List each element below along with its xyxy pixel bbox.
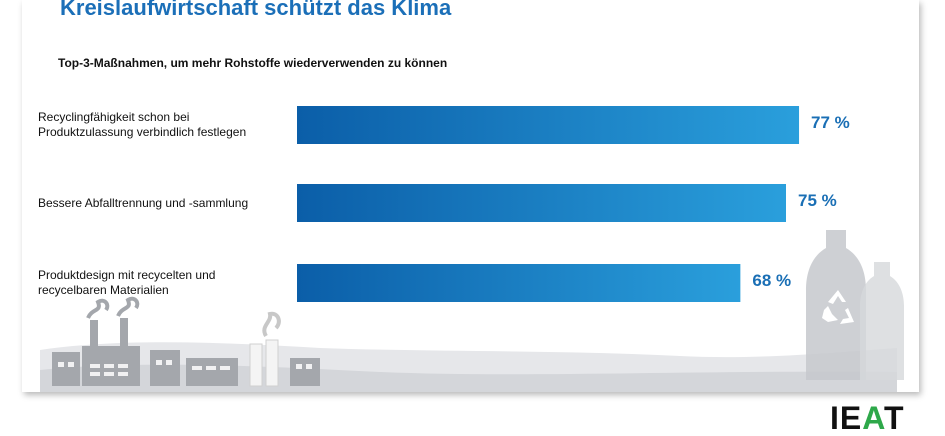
category-label-line: Bessere Abfalltrennung und -sammlung bbox=[38, 195, 249, 210]
category-label-line: recycelbaren Materialien bbox=[38, 283, 169, 297]
value-label-2: 75 % bbox=[798, 191, 837, 210]
brand-text-end: T bbox=[883, 400, 905, 436]
category-label-line: Produktdesign mit recycelten und bbox=[38, 268, 216, 282]
brand-text-accent: A bbox=[862, 400, 884, 436]
value-label-3: 68 % bbox=[752, 271, 792, 290]
bar-chart bbox=[40, 106, 904, 392]
category-label-line: Recyclingfähigkeit schon bei bbox=[38, 110, 190, 124]
bar-3 bbox=[297, 264, 741, 302]
factory-icon bbox=[52, 296, 320, 386]
cooling-tower-icon bbox=[249, 311, 281, 387]
recycling-icon bbox=[822, 290, 854, 324]
bar-2 bbox=[297, 184, 786, 222]
category-label-1: Recyclingfähigkeit schon bei Produktzulas… bbox=[38, 105, 293, 145]
bars-layer bbox=[297, 106, 800, 302]
category-label-3: Produktdesign mit recycelten und recycelb… bbox=[38, 263, 293, 303]
bar-1 bbox=[297, 106, 800, 144]
bottle-icon bbox=[806, 230, 904, 380]
brand-logo: IEAT bbox=[830, 401, 905, 435]
chart-subtitle: Top-3-Maßnahmen, um mehr Rohstoffe wiede… bbox=[58, 56, 448, 70]
value-label-1: 77 % bbox=[811, 113, 850, 132]
brand-text-main: IE bbox=[830, 400, 863, 436]
category-label-2: Bessere Abfalltrennung und -sammlung bbox=[38, 183, 293, 223]
chart-title: Kreislaufwirtschaft schützt das Klima bbox=[60, 0, 452, 20]
category-label-line: Produktzulassung verbindlich festlegen bbox=[38, 125, 247, 139]
